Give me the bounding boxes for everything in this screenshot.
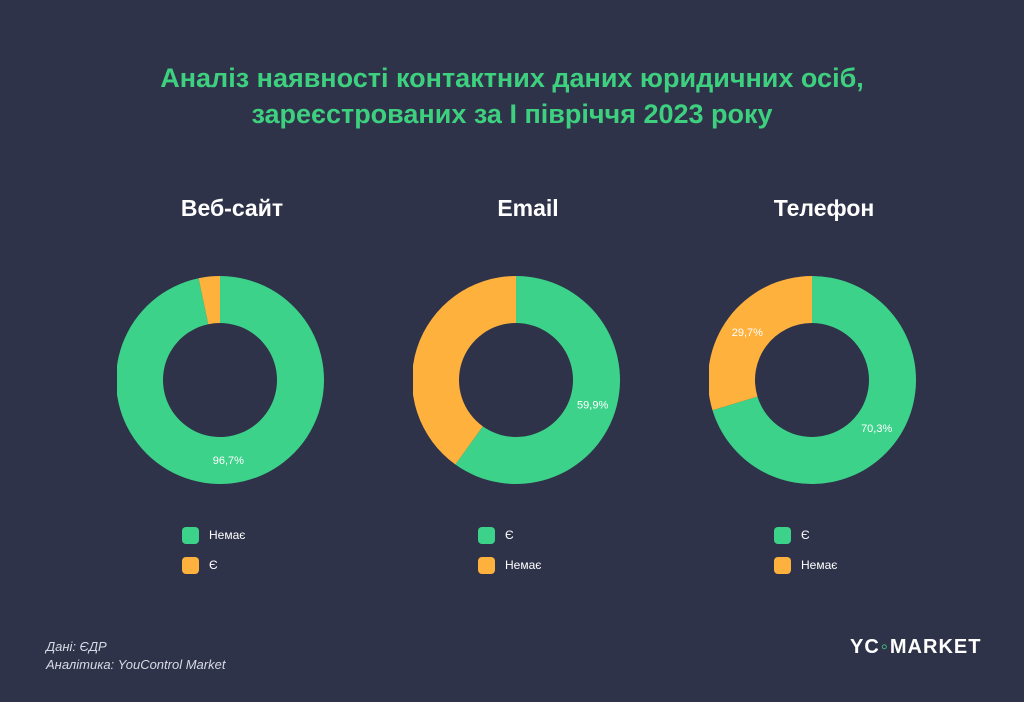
chart-email: Email 59,9% Є Немає [398, 195, 658, 595]
legend-item: Є [182, 555, 245, 575]
donut-slice [455, 276, 620, 484]
legend: Немає Є [182, 525, 245, 585]
legend-label: Немає [505, 558, 542, 572]
logo-mark: ◦ [880, 636, 889, 658]
logo: YC ◦ MARKET [850, 636, 981, 659]
slice-value-label: 59,9% [577, 400, 608, 412]
legend-swatch [182, 526, 199, 544]
donut-chart: 96,7% [117, 276, 324, 484]
legend-swatch [182, 556, 199, 574]
chart-title: Email [497, 195, 559, 221]
legend: Є Немає [478, 525, 541, 585]
logo-text-left: YC [850, 636, 880, 658]
chart-title: Телефон [773, 195, 875, 221]
legend-item: Немає [774, 555, 837, 575]
analytics-line: Аналітика: YouControl Market [46, 657, 226, 672]
slice-value-label: 70,3% [861, 423, 892, 435]
chart-phone: Телефон 70,3% 29,7% Є Немає [694, 195, 954, 595]
page-title: Аналіз наявності контактних даних юридич… [0, 60, 1024, 132]
legend-label: Є [505, 528, 514, 542]
donut-slice [117, 276, 324, 484]
source-line: Дані: ЄДР [46, 639, 107, 654]
legend-swatch [478, 526, 495, 544]
chart-title: Веб-сайт [180, 195, 284, 221]
legend-label: Є [801, 528, 810, 542]
data-source: Дані: ЄДР Аналітика: YouControl Market [46, 638, 225, 674]
legend-swatch [478, 556, 495, 574]
title-line-2: зареєстрованих за І півріччя 2023 року [251, 99, 773, 129]
legend-item: Немає [478, 555, 541, 575]
donut-slice [198, 276, 220, 325]
donut-chart: 59,9% [413, 276, 620, 484]
donut-slice [413, 276, 516, 465]
legend-item: Немає [182, 525, 245, 545]
legend-item: Є [774, 525, 837, 545]
donut-slice [709, 276, 812, 411]
legend-label: Є [209, 558, 218, 572]
legend-label: Немає [801, 558, 838, 572]
slice-value-label: 29,7% [732, 327, 763, 339]
legend-swatch [774, 556, 791, 574]
legend-item: Є [478, 525, 541, 545]
legend-swatch [774, 526, 791, 544]
donut-chart: 70,3% 29,7% [709, 276, 916, 484]
slice-value-label: 96,7% [213, 455, 244, 467]
title-line-1: Аналіз наявності контактних даних юридич… [160, 63, 864, 93]
chart-website: Веб-сайт 96,7% Немає Є [102, 195, 362, 595]
legend-label: Немає [209, 528, 246, 542]
logo-text-right: MARKET [889, 636, 982, 658]
donut-slice [712, 276, 916, 484]
legend: Є Немає [774, 525, 837, 585]
